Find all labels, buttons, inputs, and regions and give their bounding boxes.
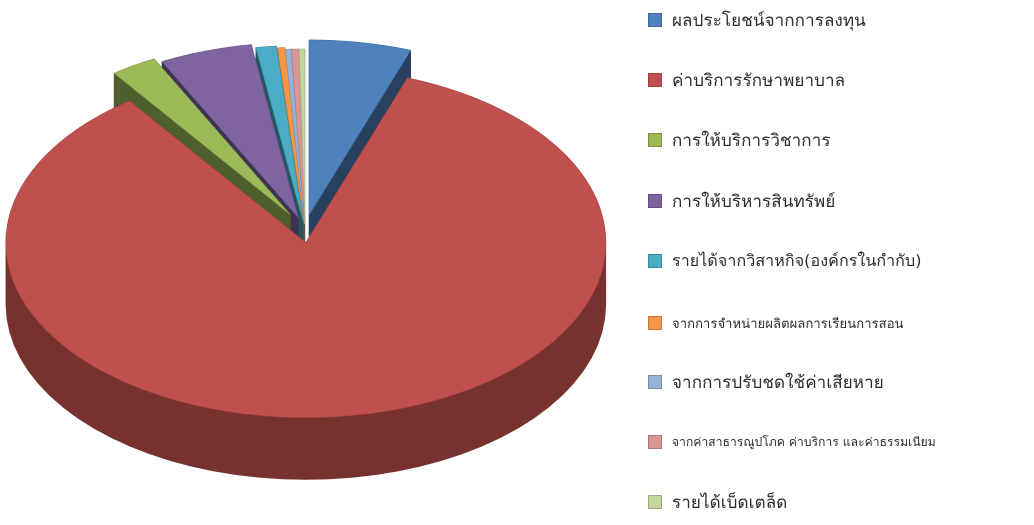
legend-label: รายได้เบ็ดเตล็ด	[672, 492, 788, 513]
legend-label: การให้บริหารสินทรัพย์	[672, 191, 836, 212]
pie-slice-5	[277, 47, 305, 223]
legend-label: รายได้จากวิสาหกิจ(องค์กรในกำกับ)	[672, 250, 922, 270]
legend-label: ผลประโยชน์จากการลงทุน	[672, 10, 866, 31]
legend-swatch	[648, 254, 662, 268]
legend-swatch	[648, 133, 662, 147]
pie-slice-8	[298, 48, 306, 224]
legend-item: จากค่าสาธารณูปโภค ค่าบริการ และค่าธรรมเน…	[648, 430, 936, 454]
legend-label: ค่าบริการรักษาพยาบาล	[672, 70, 846, 91]
legend-swatch	[648, 194, 662, 208]
legend-swatch	[648, 316, 662, 330]
legend-swatch	[648, 435, 662, 449]
legend: ผลประโยชน์จากการลงทุนค่าบริการรักษาพยาบา…	[648, 0, 1034, 525]
pie-tops	[5, 39, 607, 418]
legend-swatch	[648, 495, 662, 509]
legend-label: การให้บริการวิชาการ	[672, 130, 831, 151]
pie-slice-1	[5, 77, 607, 418]
pie-slice-3	[161, 44, 299, 218]
legend-swatch	[648, 73, 662, 87]
legend-item: รายได้จากวิสาหกิจ(องค์กรในกำกับ)	[648, 249, 922, 273]
pie-slice-0	[308, 39, 412, 216]
legend-swatch	[648, 375, 662, 389]
pie-slice-7	[291, 48, 305, 224]
legend-item: การให้บริหารสินทรัพย์	[648, 189, 835, 213]
legend-item: รายได้เบ็ดเตล็ด	[648, 490, 787, 514]
legend-item: ค่าบริการรักษาพยาบาล	[648, 68, 845, 92]
pie-slice-4	[255, 45, 304, 221]
legend-item: ผลประโยชน์จากการลงทุน	[648, 8, 866, 32]
legend-item: จากการจำหน่ายผลิตผลการเรียนการสอน	[648, 311, 904, 335]
legend-item: การให้บริการวิชาการ	[648, 128, 831, 152]
legend-label: จากการจำหน่ายผลิตผลการเรียนการสอน	[672, 316, 904, 332]
legend-label: จากค่าสาธารณูปโภค ค่าบริการ และค่าธรรมเน…	[672, 434, 936, 449]
legend-label: จากการปรับชดใช้ค่าเสียหาย	[672, 372, 884, 393]
pie-slice-2	[113, 58, 291, 215]
legend-swatch	[648, 13, 662, 27]
pie-slice-6	[285, 48, 305, 224]
legend-item: จากการปรับชดใช้ค่าเสียหาย	[648, 370, 884, 394]
